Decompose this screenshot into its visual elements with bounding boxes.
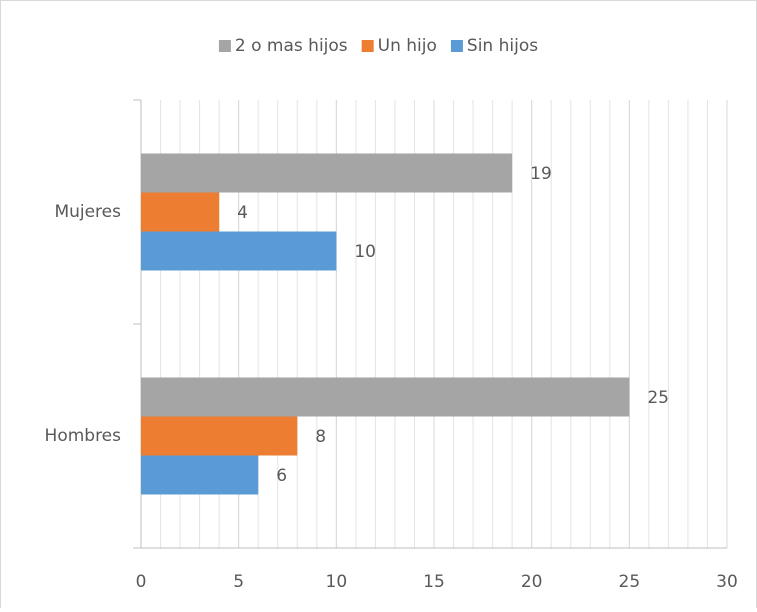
data-label: 4 (237, 203, 248, 223)
legend-swatch (218, 40, 231, 52)
bar (141, 377, 630, 417)
x-tick-label: 10 (326, 572, 348, 592)
data-label: 19 (530, 164, 552, 184)
x-tick-label: 25 (619, 572, 641, 592)
bar (141, 231, 337, 271)
data-label: 8 (315, 427, 326, 447)
x-tick-label: 5 (233, 572, 244, 592)
x-tick-label: 0 (136, 572, 147, 592)
x-tick-label: 15 (423, 572, 445, 592)
data-label: 10 (354, 242, 376, 262)
legend-swatch (361, 40, 374, 52)
data-label: 25 (647, 388, 669, 408)
bar (141, 153, 513, 193)
data-label: 6 (276, 466, 287, 486)
y-tick-label: Hombres (45, 426, 122, 446)
legend-label: Sin hijos (467, 36, 538, 56)
x-tick-label: 30 (716, 572, 738, 592)
bar (141, 192, 220, 232)
x-tick-label: 20 (521, 572, 543, 592)
y-tick-label: Mujeres (54, 202, 121, 222)
bar (141, 455, 259, 495)
legend-label: Un hijo (378, 36, 437, 56)
bar (141, 416, 298, 456)
legend-swatch (450, 40, 463, 52)
legend-label: 2 o mas hijos (235, 36, 348, 56)
